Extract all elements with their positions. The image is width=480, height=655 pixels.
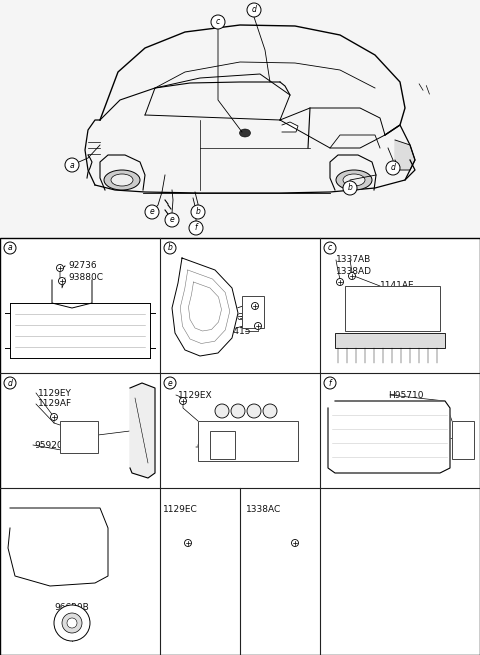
Bar	[345, 286, 440, 331]
Bar	[198, 421, 298, 461]
Circle shape	[189, 221, 203, 235]
Text: 1141AE: 1141AE	[380, 282, 415, 291]
Circle shape	[343, 181, 357, 195]
Text: e: e	[168, 379, 172, 388]
Circle shape	[291, 540, 299, 546]
Circle shape	[211, 15, 225, 29]
Ellipse shape	[343, 174, 365, 186]
Text: 1129EX: 1129EX	[178, 390, 213, 400]
Polygon shape	[8, 508, 108, 586]
Text: 1129EY: 1129EY	[38, 388, 72, 398]
Circle shape	[165, 213, 179, 227]
Text: 94415: 94415	[222, 326, 251, 335]
Text: 1337AB: 1337AB	[336, 255, 371, 265]
Circle shape	[231, 404, 245, 418]
Bar	[210, 431, 235, 459]
Circle shape	[386, 161, 400, 175]
Polygon shape	[328, 401, 450, 473]
Text: d: d	[8, 379, 12, 388]
Text: b: b	[348, 183, 352, 193]
Circle shape	[4, 377, 16, 389]
Polygon shape	[130, 383, 155, 478]
Bar	[0, 238, 480, 655]
Text: c: c	[216, 18, 220, 26]
Ellipse shape	[104, 170, 140, 190]
Bar	[242, 296, 264, 328]
Circle shape	[184, 540, 192, 546]
Circle shape	[164, 242, 176, 254]
Text: 1129AF: 1129AF	[38, 400, 72, 409]
Text: b: b	[195, 208, 201, 217]
Circle shape	[324, 242, 336, 254]
Ellipse shape	[336, 170, 372, 190]
Circle shape	[57, 265, 63, 272]
Text: 1338AD: 1338AD	[336, 267, 372, 276]
Text: 95910: 95910	[390, 305, 419, 314]
Text: b: b	[168, 244, 172, 252]
Circle shape	[247, 3, 261, 17]
Ellipse shape	[111, 174, 133, 186]
Circle shape	[164, 377, 176, 389]
Text: 92736: 92736	[68, 261, 96, 271]
Text: e: e	[150, 208, 155, 217]
Circle shape	[59, 278, 65, 284]
Polygon shape	[172, 258, 238, 356]
Text: f: f	[195, 223, 197, 233]
Text: 95930C: 95930C	[196, 443, 231, 451]
Text: e: e	[169, 215, 174, 225]
Circle shape	[54, 605, 90, 641]
Circle shape	[180, 398, 187, 405]
Text: 1338AC: 1338AC	[246, 506, 281, 514]
Bar	[452, 421, 474, 459]
Polygon shape	[395, 140, 415, 170]
Polygon shape	[282, 122, 298, 132]
Text: H95710: H95710	[388, 390, 423, 400]
Text: 1129EC: 1129EC	[163, 506, 198, 514]
Text: a: a	[8, 244, 12, 252]
Circle shape	[247, 404, 261, 418]
Circle shape	[252, 303, 259, 310]
Text: c: c	[328, 244, 332, 252]
Ellipse shape	[240, 129, 251, 137]
Text: d: d	[391, 164, 396, 172]
Text: d: d	[252, 5, 256, 14]
Text: a: a	[70, 160, 74, 170]
Circle shape	[191, 205, 205, 219]
Circle shape	[67, 618, 77, 628]
Circle shape	[215, 404, 229, 418]
Circle shape	[65, 158, 79, 172]
Circle shape	[4, 242, 16, 254]
Circle shape	[263, 404, 277, 418]
Bar	[60, 421, 98, 453]
Text: 95920B: 95920B	[34, 441, 69, 449]
Circle shape	[62, 613, 82, 633]
Bar	[335, 333, 445, 348]
Circle shape	[324, 377, 336, 389]
Text: f: f	[329, 379, 331, 388]
Circle shape	[336, 278, 344, 286]
Circle shape	[50, 413, 58, 421]
Text: 93880C: 93880C	[68, 274, 103, 282]
Polygon shape	[330, 155, 376, 190]
Polygon shape	[100, 155, 145, 190]
Circle shape	[254, 322, 262, 329]
Text: 96620B: 96620B	[55, 603, 89, 612]
Text: 95920G: 95920G	[208, 314, 244, 322]
Circle shape	[348, 272, 356, 280]
Circle shape	[145, 205, 159, 219]
